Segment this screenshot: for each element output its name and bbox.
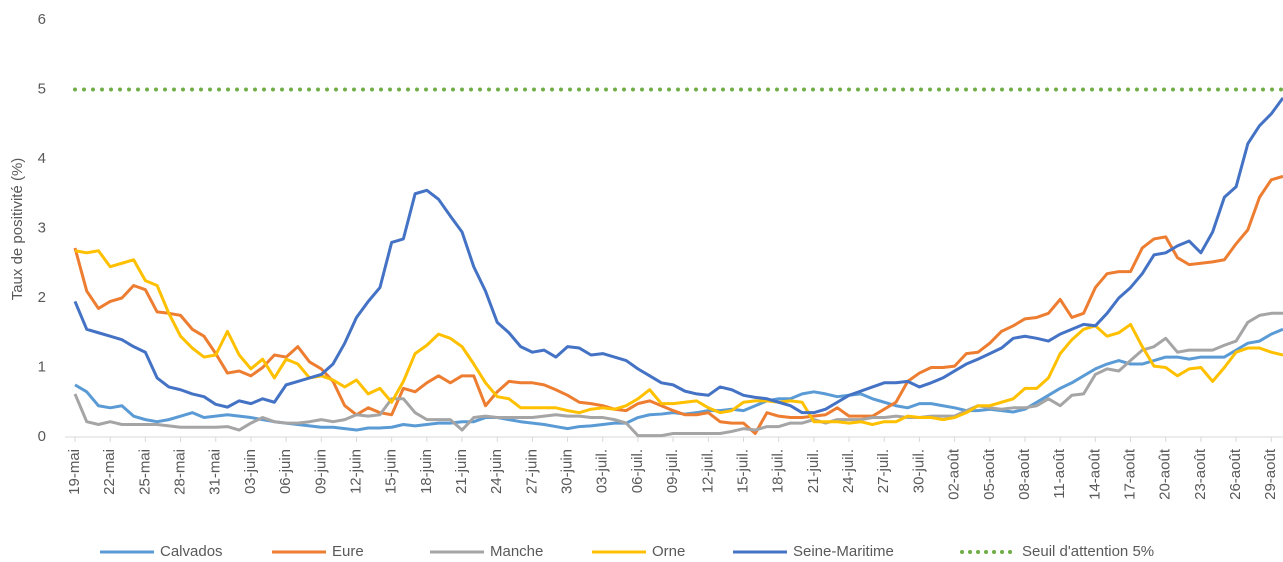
x-tick-label: 23-août	[1192, 448, 1209, 500]
series-line	[73, 174, 1283, 436]
x-tick-label: 12-juil.	[699, 449, 716, 493]
x-tick-label: 02-août	[946, 448, 963, 500]
x-tick-label: 20-août	[1157, 448, 1174, 500]
x-tick-label: 06-juil.	[629, 449, 646, 493]
y-tick-label: 0	[38, 428, 46, 445]
legend-label: Seine-Maritime	[793, 543, 894, 560]
x-tick-label: 09-juil.	[664, 449, 681, 493]
y-tick-label: 5	[38, 80, 46, 97]
y-tick-label: 2	[38, 289, 46, 306]
y-tick-label: 4	[38, 150, 46, 167]
series-line	[74, 249, 1283, 426]
y-tick-label: 1	[38, 358, 46, 375]
x-tick-label: 21-juil.	[805, 449, 822, 493]
x-tick-label: 15-juin	[383, 449, 400, 494]
x-tick-label: 08-août	[1016, 448, 1033, 500]
y-axis-label: Taux de positivité (%)	[9, 158, 26, 301]
x-tick-label: 28-mai	[172, 449, 189, 495]
legend-label: Manche	[490, 543, 543, 560]
x-tick-label: 18-juin	[418, 449, 435, 494]
x-tick-label: 14-août	[1086, 448, 1103, 500]
series-line	[74, 327, 1283, 432]
y-tick-label: 6	[38, 11, 46, 28]
x-tick-label: 26-août	[1227, 448, 1244, 500]
x-tick-label: 03-juin	[242, 449, 259, 494]
x-tick-label: 25-mai	[136, 449, 153, 495]
x-tick-label: 21-juin	[453, 449, 470, 494]
x-tick-label: 03-juil.	[594, 449, 611, 493]
x-tick-label: 18-juil.	[770, 449, 787, 493]
legend-label: Seuil d'attention 5%	[1022, 543, 1154, 560]
x-tick-label: 30-juin	[559, 449, 576, 494]
series-line	[73, 311, 1283, 438]
x-tick-label: 24-juin	[488, 449, 505, 494]
x-tick-label: 27-juin	[523, 449, 540, 494]
legend-label: Calvados	[160, 543, 223, 560]
series-line	[73, 96, 1283, 415]
x-tick-label: 12-juin	[347, 449, 364, 494]
x-tick-label: 19-mai	[66, 449, 83, 495]
x-tick-label: 15-juil.	[734, 449, 751, 493]
y-tick-label: 3	[38, 219, 46, 236]
x-tick-label: 24-juil.	[840, 449, 857, 493]
x-tick-label: 31-mai	[207, 449, 224, 495]
x-tick-label: 27-juil.	[875, 449, 892, 493]
x-tick-label: 17-août	[1122, 448, 1139, 500]
x-tick-label: 05-août	[981, 448, 998, 500]
x-tick-label: 09-juin	[312, 449, 329, 494]
x-tick-label: 06-juin	[277, 449, 294, 494]
legend-label: Orne	[652, 543, 685, 560]
x-tick-label: 22-mai	[101, 449, 118, 495]
x-tick-label: 30-juil.	[910, 449, 927, 493]
x-tick-label: 29-août	[1262, 448, 1279, 500]
x-tick-label: 11-août	[1051, 448, 1068, 499]
legend-label: Eure	[332, 543, 364, 560]
